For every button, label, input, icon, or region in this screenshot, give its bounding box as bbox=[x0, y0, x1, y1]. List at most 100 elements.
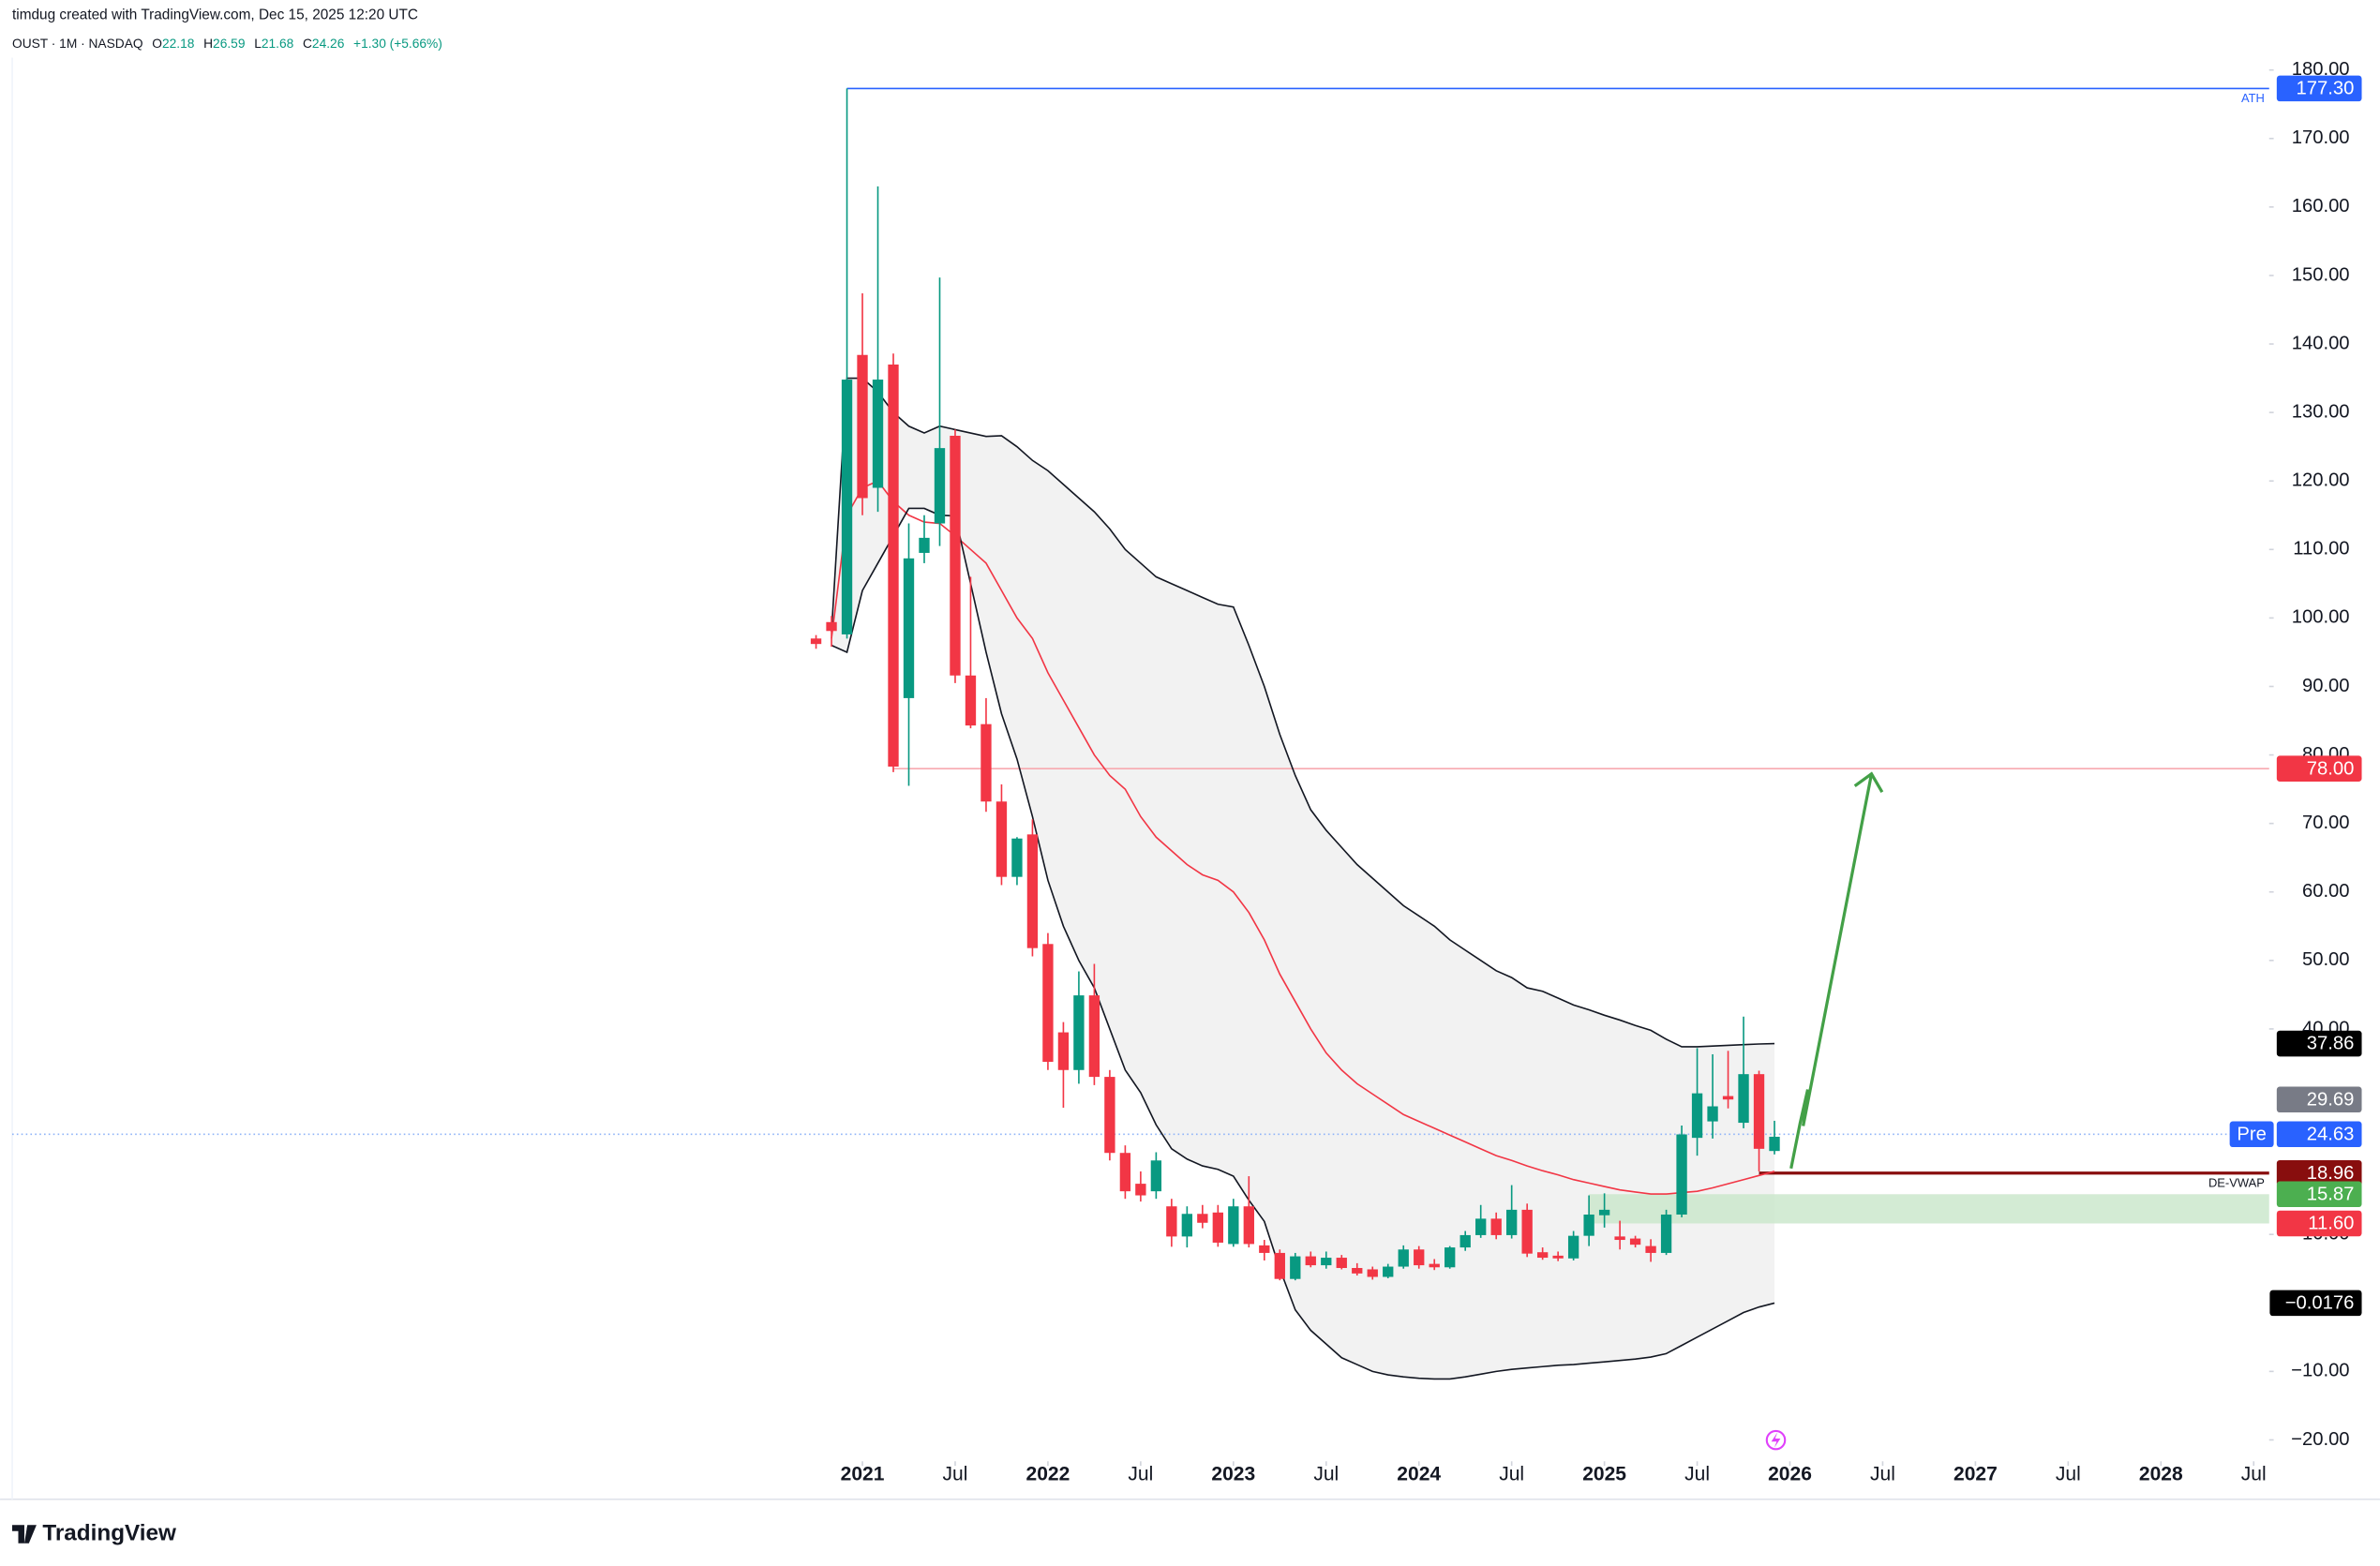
level-name: DE-VWAP bbox=[2208, 1175, 2265, 1189]
x-tick-label: 2026 bbox=[1768, 1463, 1812, 1484]
x-tick-label: Jul bbox=[943, 1463, 968, 1484]
candle-body bbox=[1398, 1249, 1409, 1267]
y-tick-label: 60.00 bbox=[2302, 881, 2350, 902]
candle-body bbox=[1104, 1077, 1115, 1154]
candle-body bbox=[1336, 1258, 1347, 1269]
symbol: OUST · 1M · NASDAQ bbox=[12, 37, 143, 51]
x-tick-label: Jul bbox=[1870, 1463, 1895, 1484]
candle-body bbox=[1521, 1209, 1533, 1254]
price-label-prefix-box bbox=[2229, 1121, 2274, 1148]
symbol-line: OUST · 1M · NASDAQ O22.18 H26.59 L21.68 C24.… bbox=[12, 37, 442, 51]
candle-body bbox=[1135, 1184, 1146, 1196]
forecast-arrow bbox=[1789, 773, 1874, 1170]
brand-name[interactable]: TradingView bbox=[42, 1520, 176, 1545]
price-label: 29.69 bbox=[2276, 1086, 2362, 1113]
price-label: −0.0176 bbox=[2269, 1290, 2362, 1317]
x-tick-label: Jul bbox=[2056, 1463, 2081, 1484]
credit-line: timdug created with TradingView.com, Dec… bbox=[12, 7, 418, 22]
candle-body bbox=[950, 435, 961, 676]
arrow-head bbox=[1853, 771, 1884, 794]
band-line bbox=[831, 377, 1775, 1048]
candle-body bbox=[1645, 1245, 1656, 1253]
candle-body bbox=[1181, 1214, 1193, 1237]
ohlc-value: 26.59 bbox=[213, 37, 245, 51]
x-tick-label: Jul bbox=[1128, 1463, 1153, 1484]
candle-body bbox=[1197, 1214, 1208, 1223]
candle-body bbox=[810, 638, 822, 645]
x-tick-label: Jul bbox=[2241, 1463, 2267, 1484]
candle-body bbox=[1567, 1235, 1579, 1259]
candle-body bbox=[1459, 1234, 1471, 1248]
ohlc-value: 22.18 bbox=[162, 37, 195, 51]
price-label-text: 78.00 bbox=[2307, 758, 2355, 779]
candle-body bbox=[1150, 1160, 1162, 1192]
level-name: ATH bbox=[2241, 91, 2265, 105]
candle-body bbox=[1536, 1252, 1549, 1259]
price-label-text: 15.87 bbox=[2307, 1184, 2355, 1204]
candle-body bbox=[1057, 1032, 1070, 1070]
candle-body bbox=[1738, 1074, 1749, 1124]
price-label: 24.63 Pre bbox=[2229, 1121, 2362, 1148]
price-label-text: −0.0176 bbox=[2285, 1293, 2355, 1314]
candle-body bbox=[1042, 944, 1054, 1063]
y-tick-label: 140.00 bbox=[2292, 333, 2350, 353]
x-tick-label: Jul bbox=[1313, 1463, 1339, 1484]
x-tick-label: 2021 bbox=[841, 1463, 885, 1484]
price-label-box bbox=[2276, 1030, 2362, 1057]
candle-body bbox=[1753, 1074, 1765, 1149]
plot-area: ATH DE-VWAP bbox=[12, 87, 2269, 1380]
y-tick-label: 160.00 bbox=[2292, 196, 2350, 216]
y-tick-label: 130.00 bbox=[2292, 401, 2350, 422]
price-label-box bbox=[2276, 1181, 2362, 1208]
candle-body bbox=[1490, 1218, 1502, 1235]
alert-icon[interactable] bbox=[1765, 1429, 1787, 1451]
ohlc-key: H bbox=[203, 37, 213, 51]
candle-body bbox=[1321, 1258, 1332, 1266]
candle-body bbox=[965, 675, 977, 726]
candle-body bbox=[1119, 1153, 1131, 1192]
candle-body bbox=[857, 354, 868, 499]
candle-body bbox=[1475, 1218, 1487, 1235]
x-tick-label: 2025 bbox=[1582, 1463, 1626, 1484]
candle-body bbox=[1073, 995, 1085, 1070]
price-label-box bbox=[2276, 1159, 2362, 1186]
ohlc-value: 21.68 bbox=[262, 37, 294, 51]
x-tick-label: 2023 bbox=[1211, 1463, 1255, 1484]
candle-body bbox=[1088, 995, 1100, 1078]
price-label: 78.00 bbox=[2276, 755, 2362, 782]
change: +1.30 (+5.66%) bbox=[353, 37, 442, 51]
price-label-prefix: Pre bbox=[2237, 1124, 2266, 1144]
candle-body bbox=[1506, 1209, 1518, 1235]
band-line bbox=[831, 480, 1775, 1195]
candle-body bbox=[934, 448, 946, 524]
candle-body bbox=[1011, 838, 1023, 877]
y-tick-label: 150.00 bbox=[2292, 264, 2350, 285]
candle-body bbox=[1552, 1255, 1564, 1259]
candle-body bbox=[903, 558, 915, 698]
brand-logo[interactable] bbox=[12, 1525, 37, 1544]
candle-body bbox=[1305, 1256, 1316, 1266]
candle-body bbox=[1722, 1096, 1734, 1100]
candle-body bbox=[1691, 1093, 1703, 1139]
candle-body bbox=[1274, 1252, 1285, 1279]
candle-body bbox=[1290, 1256, 1301, 1279]
y-tick-label: 120.00 bbox=[2292, 470, 2350, 491]
price-label-text: 177.30 bbox=[2297, 79, 2355, 99]
candle-body bbox=[1707, 1106, 1718, 1122]
price-label: 18.96 bbox=[2276, 1159, 2362, 1186]
price-label: 37.86 bbox=[2276, 1030, 2362, 1057]
candle-body bbox=[888, 364, 899, 767]
candle-body bbox=[826, 621, 837, 632]
candle-body bbox=[1583, 1214, 1594, 1236]
candle-body bbox=[1769, 1136, 1780, 1152]
candle-body bbox=[919, 537, 930, 553]
candle-body bbox=[872, 380, 884, 488]
x-tick-label: 2027 bbox=[1953, 1463, 1998, 1484]
candle-body bbox=[1026, 834, 1039, 948]
price-label-box bbox=[2276, 75, 2362, 102]
price-label-box bbox=[2269, 1290, 2362, 1317]
candle-body bbox=[1444, 1247, 1456, 1268]
price-label: 11.60 bbox=[2276, 1210, 2362, 1237]
price-label-text: 18.96 bbox=[2307, 1163, 2355, 1184]
candle-body bbox=[1228, 1206, 1239, 1245]
